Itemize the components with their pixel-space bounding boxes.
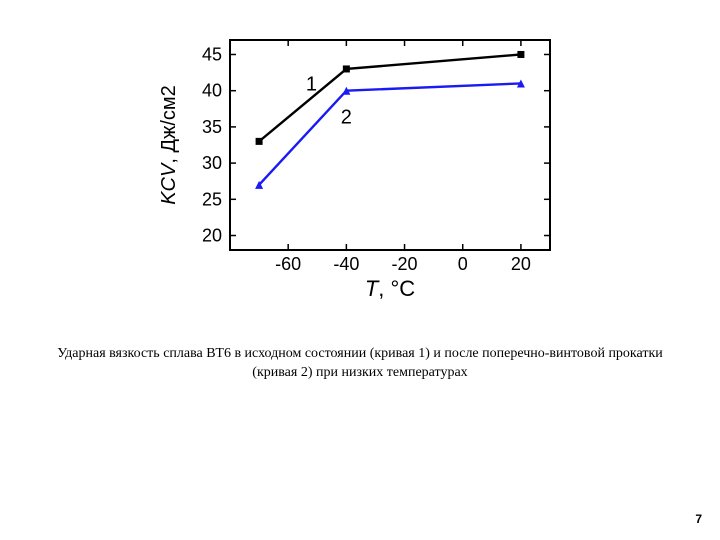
line-chart: -60 -40 -20 0 20 20 25 30 35 40 45 T, °C KCV, Дж/см2… — [150, 30, 570, 310]
svg-text:40: 40 — [202, 81, 222, 101]
svg-text:20: 20 — [511, 254, 531, 274]
svg-text:T, °C: T, °C — [365, 276, 415, 301]
svg-text:25: 25 — [202, 189, 222, 209]
svg-text:30: 30 — [202, 153, 222, 173]
svg-text:KCV, Дж/см2: KCV, Дж/см2 — [158, 85, 180, 205]
svg-text:20: 20 — [202, 226, 222, 246]
svg-text:-60: -60 — [275, 254, 301, 274]
svg-text:-20: -20 — [392, 254, 418, 274]
svg-text:45: 45 — [202, 44, 222, 64]
chart-container: -60 -40 -20 0 20 20 25 30 35 40 45 T, °C KCV, Дж/см2… — [150, 30, 570, 310]
svg-text:0: 0 — [458, 254, 468, 274]
svg-text:1: 1 — [306, 74, 317, 96]
svg-text:-40: -40 — [333, 254, 359, 274]
page-number: 7 — [695, 512, 702, 526]
svg-text:2: 2 — [341, 106, 352, 128]
slide-root: -60 -40 -20 0 20 20 25 30 35 40 45 T, °C KCV, Дж/см2… — [0, 0, 720, 540]
svg-text:35: 35 — [202, 117, 222, 137]
figure-caption: Ударная вязкость сплава ВТ6 в исходном с… — [40, 345, 680, 383]
